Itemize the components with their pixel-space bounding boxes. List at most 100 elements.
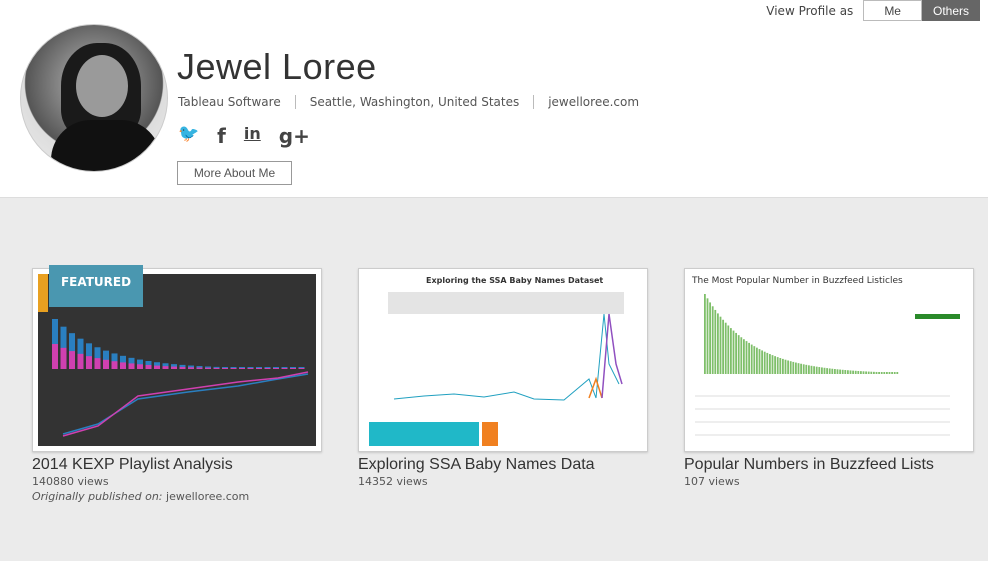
thumbnail-bar — [761, 350, 763, 374]
profile-name: Jewel Loree — [177, 46, 377, 87]
location: Seattle, Washington, United States — [294, 95, 534, 109]
twitter-icon[interactable]: 🐦 — [178, 124, 200, 144]
featured-badge: FEATURED — [49, 265, 143, 307]
view-as-others-button[interactable]: Others — [921, 0, 980, 21]
avatar — [20, 24, 168, 172]
thumbnail-bar — [230, 368, 237, 369]
thumbnail-bar — [171, 366, 177, 369]
thumbnail-bar — [722, 319, 724, 374]
thumbnail-bar — [769, 354, 771, 374]
workbook-card[interactable]: The Most Popular Number in Buzzfeed List… — [684, 268, 974, 488]
thumbnail-bar — [732, 330, 735, 374]
thumbnail-bar — [886, 372, 888, 374]
thumbnail-bar — [94, 358, 101, 369]
thumbnail-bar — [298, 368, 305, 369]
thumbnail-bar — [758, 349, 761, 374]
thumbnail-bar — [828, 368, 831, 374]
thumbnail-bar — [724, 322, 727, 374]
thumbnail-bar — [795, 362, 797, 374]
profile-meta: Tableau Software Seattle, Washington, Un… — [178, 95, 653, 109]
thumbnail-bar — [748, 342, 750, 374]
thumbnail-bar — [870, 371, 873, 374]
origin-label: Originally published on: — [32, 490, 163, 503]
thumbnail-bar — [865, 371, 867, 374]
workbook-title[interactable]: Popular Numbers in Buzzfeed Lists — [684, 456, 934, 473]
thumbnail-bar — [86, 356, 92, 369]
thumbnail-bar — [239, 368, 245, 369]
thumbnail-bar — [805, 364, 808, 374]
thumbnail-bar — [709, 302, 711, 374]
thumbnail-bar — [852, 370, 854, 374]
thumbnail-bar — [162, 366, 169, 369]
thumbnail-bar — [52, 344, 58, 369]
thumbnail-bar — [719, 316, 722, 374]
view-profile-toggle: View Profile as Me Others — [766, 0, 980, 21]
thumbnail-bar — [145, 361, 152, 369]
thumbnail-bar — [862, 371, 865, 374]
thumbnail-bar — [188, 367, 194, 369]
thumbnail-bar — [120, 362, 126, 369]
origin-link[interactable]: jewelloree.com — [166, 490, 250, 503]
thumbnail-bar — [878, 372, 880, 374]
view-count: 140880 views — [32, 475, 109, 488]
thumbnail-bar — [789, 361, 792, 374]
thumbnail-bar — [844, 370, 847, 374]
linkedin-icon[interactable]: in — [243, 124, 261, 143]
thumbnail-chart — [695, 294, 960, 436]
thumbnail-bar — [813, 366, 815, 374]
thumbnail-bar — [839, 369, 841, 374]
more-about-me-button[interactable]: More About Me — [177, 161, 292, 185]
thumbnail-bar — [111, 353, 118, 369]
thumbnail-bar — [821, 367, 823, 374]
thumbnail-bar — [727, 325, 730, 374]
thumbnail-bar — [717, 313, 719, 374]
workbook-title[interactable]: Exploring SSA Baby Names Data — [358, 456, 595, 473]
thumbnail-bar — [834, 369, 836, 374]
thumbnail-bar — [273, 368, 279, 369]
thumbnail-bar — [891, 372, 893, 374]
thumbnail-bar — [213, 367, 220, 369]
thumbnail-bar — [867, 371, 870, 374]
thumbnail-bar — [753, 346, 756, 374]
thumbnail-bar — [849, 370, 852, 374]
thumbnail-bar — [787, 360, 789, 374]
thumbnail-title: The Most Popular Number in Buzzfeed List… — [692, 276, 903, 286]
thumbnail-bar — [756, 347, 758, 374]
workbook-title[interactable]: 2014 KEXP Playlist Analysis — [32, 456, 233, 473]
workbook-card[interactable]: Exploring the SSA Baby Names Dataset Exp… — [358, 268, 648, 488]
thumbnail-bar — [893, 372, 896, 374]
organization: Tableau Software — [178, 95, 281, 109]
thumbnail-bar — [281, 368, 288, 369]
view-count: 14352 views — [358, 475, 428, 488]
thumbnail-bar — [808, 365, 810, 374]
thumbnail-bar — [290, 368, 296, 369]
thumbnail-bar — [896, 372, 899, 374]
thumbnail-bar — [779, 358, 782, 374]
thumbnail-chart — [369, 313, 623, 446]
thumbnail-bar — [810, 365, 813, 374]
thumbnail-chart — [38, 274, 309, 437]
thumbnail-bar — [857, 370, 860, 374]
social-links: 🐦 f in g+ — [178, 124, 310, 148]
thumbnail-bar — [880, 372, 883, 374]
thumbnail-bar — [774, 356, 776, 374]
thumbnail-bar — [792, 361, 795, 374]
facebook-icon[interactable]: f — [217, 124, 226, 148]
thumbnail-bar — [873, 371, 875, 374]
thumbnail-bar — [841, 369, 844, 374]
thumbnail-bar — [222, 368, 228, 369]
google-plus-icon[interactable]: g+ — [278, 124, 310, 148]
website-link[interactable]: jewelloree.com — [533, 95, 653, 109]
thumbnail-bar — [854, 370, 857, 374]
origin: Originally published on: jewelloree.com — [32, 490, 322, 503]
thumbnail-bar — [815, 366, 818, 374]
workbook-thumbnail[interactable]: Exploring the SSA Baby Names Dataset — [358, 268, 648, 452]
view-as-me-button[interactable]: Me — [863, 0, 922, 21]
workbook-thumbnail[interactable]: The Most Popular Number in Buzzfeed List… — [684, 268, 974, 452]
thumbnail-bar — [735, 332, 737, 374]
thumbnail-bar — [145, 365, 152, 369]
thumbnail-bar — [826, 368, 828, 374]
view-count: 107 views — [684, 475, 740, 488]
thumbnail-bar — [264, 368, 271, 369]
thumbnail-bar — [111, 361, 118, 369]
